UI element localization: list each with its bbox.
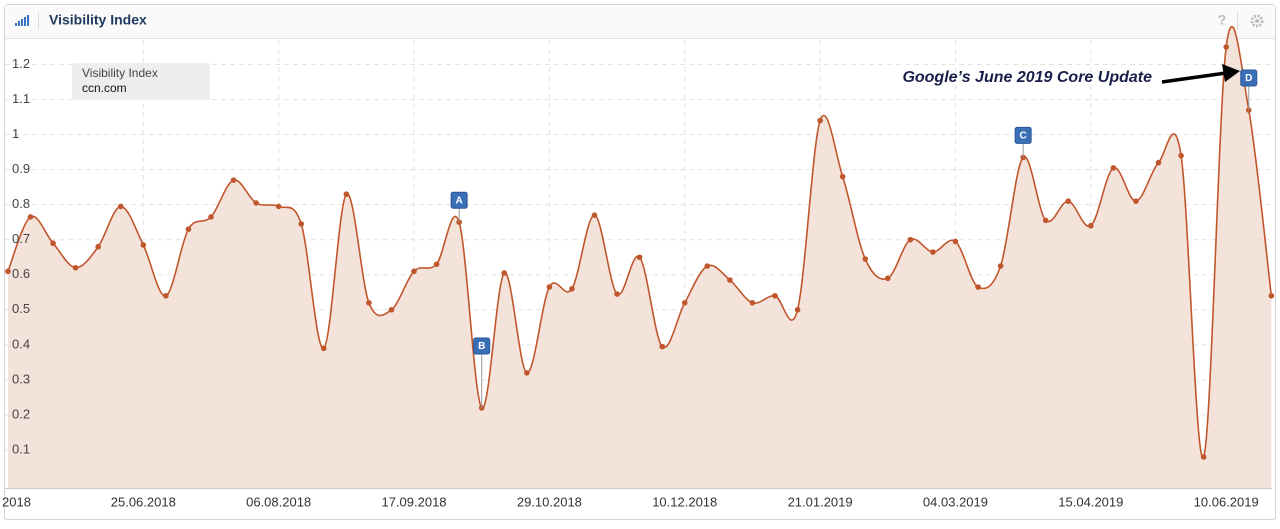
- data-point: [1178, 152, 1184, 159]
- data-point: [704, 263, 711, 269]
- x-tick-label: 2018: [2, 494, 31, 509]
- y-tick-label: 0.4: [12, 336, 30, 351]
- data-point: [388, 307, 395, 313]
- data-point: [1133, 198, 1139, 204]
- x-tick-label: 15.04.2019: [1058, 494, 1123, 509]
- data-point: [772, 292, 778, 299]
- y-tick-label: 0.5: [12, 301, 30, 316]
- data-point: [5, 268, 11, 275]
- y-tick-label: 0.7: [12, 231, 30, 246]
- data-point: [1065, 198, 1072, 204]
- y-tick-label: 0.9: [12, 161, 30, 176]
- data-point: [366, 299, 372, 306]
- x-tick-label: 21.01.2019: [788, 494, 853, 509]
- data-point: [140, 242, 147, 248]
- data-point: [817, 117, 823, 124]
- data-point: [591, 212, 598, 218]
- event-label: C: [1020, 131, 1027, 142]
- data-point: [569, 285, 575, 292]
- plot: 2018 25.06.2018 06.08.2018 17.09.2018 29.10.…: [2, 26, 1275, 509]
- y-tick-label: 0.1: [12, 441, 30, 456]
- data-point: [546, 284, 553, 290]
- y-tick-label: 0.8: [12, 196, 30, 211]
- data-point: [275, 203, 282, 210]
- annotation-arrowhead: [1222, 64, 1240, 82]
- data-point: [930, 249, 936, 255]
- x-tick-label: 29.10.2018: [517, 494, 582, 509]
- event-marker: [1240, 69, 1258, 87]
- y-tick-label: 0.6: [12, 266, 30, 281]
- event-label: A: [456, 195, 463, 206]
- data-point: [208, 214, 214, 220]
- legend-box: [72, 63, 210, 100]
- data-point: [681, 299, 688, 306]
- y-tick-label: 0.2: [12, 406, 30, 421]
- event-label: B: [478, 341, 485, 352]
- help-button[interactable]: ?: [1218, 12, 1227, 28]
- data-point: [884, 275, 891, 282]
- data-point: [839, 173, 846, 180]
- data-point: [27, 214, 34, 220]
- data-point: [72, 264, 79, 271]
- data-point: [1223, 44, 1230, 50]
- data-point: [1268, 292, 1275, 299]
- data-point: [501, 270, 508, 276]
- data-point: [614, 291, 620, 297]
- event-label: D: [1245, 73, 1252, 84]
- data-point: [794, 307, 801, 313]
- data-point: [185, 226, 192, 233]
- event-marker: [1014, 126, 1032, 144]
- settings-button[interactable]: [1250, 14, 1264, 28]
- data-point: [1200, 454, 1207, 460]
- data-point: [433, 261, 440, 268]
- x-tick-label: 10.06.2019: [1194, 494, 1259, 509]
- data-point: [862, 256, 869, 262]
- y-tick-label: 1.1: [12, 91, 30, 106]
- data-point: [1042, 217, 1049, 224]
- y-tick-label: 0.3: [12, 371, 30, 386]
- data-point: [117, 203, 124, 210]
- panel-header: [5, 5, 1275, 38]
- annotation-arrow: [1161, 71, 1227, 84]
- data-point: [50, 240, 56, 247]
- data-point: [659, 343, 665, 350]
- x-tick-label: 17.09.2018: [381, 494, 446, 509]
- data-point: [1110, 165, 1117, 171]
- data-point: [1155, 159, 1162, 166]
- data-point: [95, 243, 101, 250]
- data-point: [230, 177, 237, 183]
- data-point: [997, 263, 1004, 269]
- x-tick-label: 10.12.2018: [652, 494, 717, 509]
- data-point: [749, 299, 756, 306]
- data-point: [298, 221, 305, 227]
- y-tick-label: 1: [12, 126, 19, 141]
- data-point: [727, 277, 733, 283]
- data-point: [1088, 222, 1094, 229]
- data-point: [907, 236, 914, 243]
- data-point: [636, 254, 643, 261]
- x-tick-label: 04.03.2019: [923, 494, 988, 509]
- data-point: [320, 345, 327, 352]
- legend-title: Visibility Index: [82, 66, 158, 80]
- data-point: [952, 238, 959, 245]
- data-point: [975, 284, 981, 290]
- x-tick-label: 25.06.2018: [111, 494, 176, 509]
- data-point: [163, 292, 169, 299]
- event-marker: [473, 337, 491, 355]
- x-tick-label: 06.08.2018: [246, 494, 311, 509]
- panel-title: Visibility Index: [49, 12, 147, 28]
- event-marker: [450, 191, 468, 209]
- legend-domain: ccn.com: [82, 81, 127, 95]
- bars-icon: [15, 15, 29, 26]
- data-point: [253, 200, 259, 206]
- data-point: [343, 191, 350, 197]
- data-point: [524, 370, 530, 376]
- y-tick-label: 1.2: [12, 56, 30, 71]
- data-point: [411, 268, 417, 275]
- annotation: Google’s June 2019 Core Update: [902, 69, 1152, 86]
